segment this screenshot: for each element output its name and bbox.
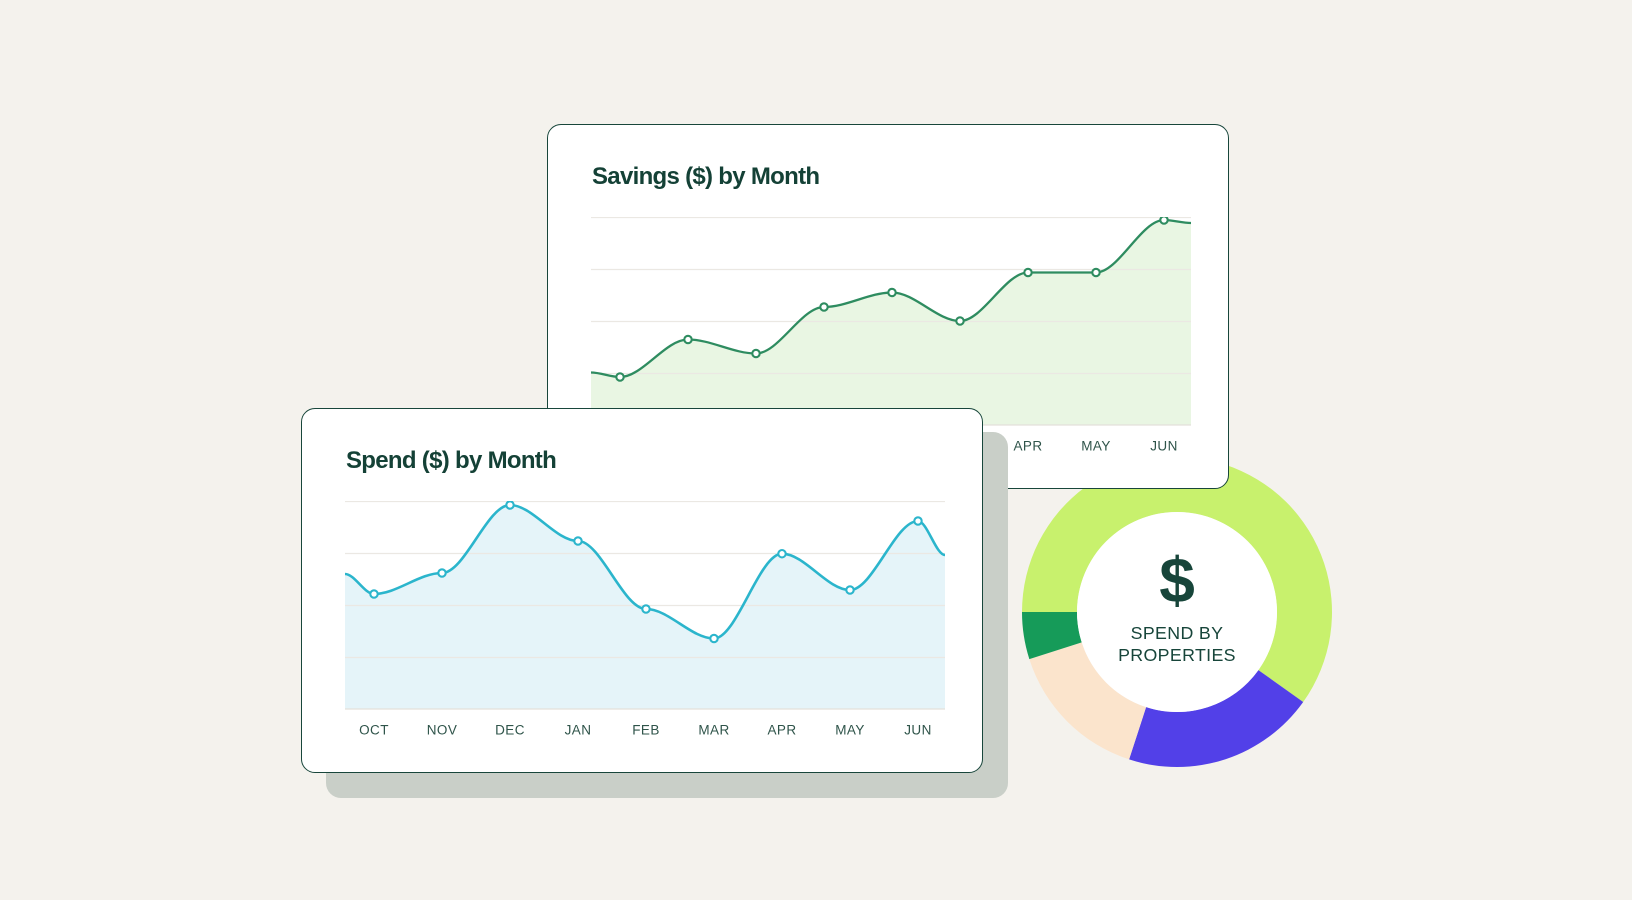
svg-text:MAR: MAR xyxy=(698,723,729,738)
svg-text:JUN: JUN xyxy=(904,723,931,738)
svg-text:MAY: MAY xyxy=(1081,439,1110,454)
svg-text:DEC: DEC xyxy=(495,723,525,738)
svg-text:JUN: JUN xyxy=(1150,439,1177,454)
svg-text:OCT: OCT xyxy=(359,723,389,738)
svg-text:NOV: NOV xyxy=(427,723,457,738)
svg-text:MAY: MAY xyxy=(835,723,864,738)
svg-text:APR: APR xyxy=(768,723,797,738)
svg-text:FEB: FEB xyxy=(632,723,659,738)
svg-text:JAN: JAN xyxy=(565,723,592,738)
svg-text:APR: APR xyxy=(1014,439,1043,454)
